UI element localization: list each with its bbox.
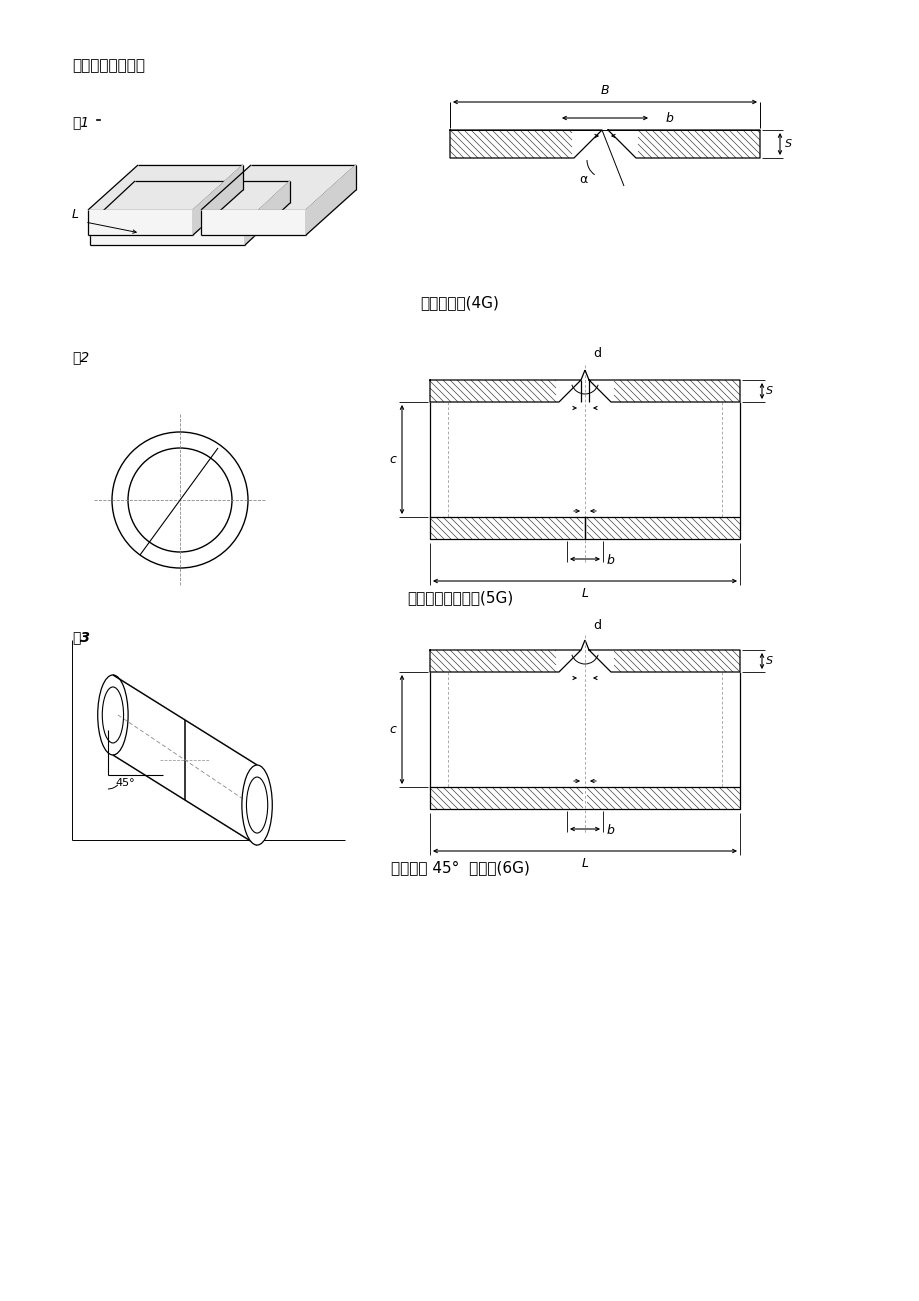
Polygon shape [90,222,244,245]
Text: b: b [665,112,673,125]
Polygon shape [88,165,243,209]
Text: L: L [581,587,588,600]
Polygon shape [588,380,739,402]
Polygon shape [244,181,289,245]
Text: b: b [607,553,614,566]
Polygon shape [449,130,601,157]
Polygon shape [584,516,739,539]
Ellipse shape [242,765,272,846]
Polygon shape [113,675,256,846]
Polygon shape [200,209,306,235]
Polygon shape [90,181,289,222]
Polygon shape [429,516,584,539]
Polygon shape [88,209,193,235]
Polygon shape [429,380,581,402]
Polygon shape [200,165,356,209]
Text: 管对接斜 45°  固定焊(6G): 管对接斜 45° 固定焊(6G) [391,860,528,876]
Polygon shape [588,650,739,673]
Polygon shape [429,650,581,673]
Polygon shape [429,787,739,809]
Text: L: L [581,857,588,870]
Text: 图1: 图1 [72,114,89,129]
Text: 管对接水平固定焊(5G): 管对接水平固定焊(5G) [406,589,513,605]
Text: L: L [72,208,79,221]
Text: c: c [389,723,395,736]
Text: 板对接仰焊(4G): 板对接仰焊(4G) [420,295,499,310]
Polygon shape [193,165,243,235]
Text: d: d [593,347,600,360]
Polygon shape [607,130,759,157]
Text: b: b [607,824,614,837]
Text: α: α [578,173,586,186]
Text: S: S [766,656,772,666]
Polygon shape [306,165,356,235]
Text: 45°: 45° [116,778,135,788]
Text: d: d [593,619,600,632]
Text: S: S [784,139,791,150]
Text: 图2: 图2 [72,350,89,364]
Text: 图3: 图3 [72,630,90,644]
Text: S: S [766,386,772,396]
Text: B: B [600,85,608,98]
Text: 实际操作项目附图: 实际操作项目附图 [72,59,145,73]
Text: c: c [389,453,395,466]
